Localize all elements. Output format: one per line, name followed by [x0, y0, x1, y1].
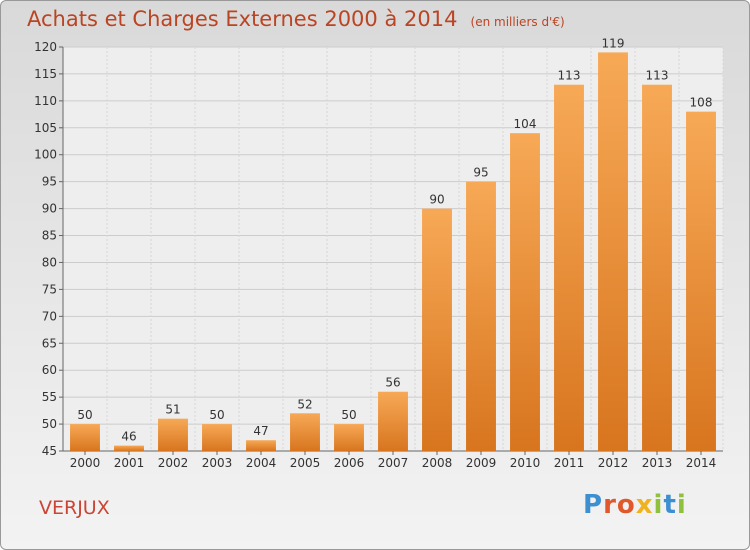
title-row: Achats et Charges Externes 2000 à 2014 (… — [27, 7, 565, 31]
y-tick-label: 80 — [42, 255, 57, 269]
x-tick-label-2002: 2002 — [158, 456, 189, 470]
logo-letter: P — [583, 490, 604, 520]
y-tick-label: 115 — [34, 67, 57, 81]
y-tick-label: 55 — [42, 390, 57, 404]
x-tick-label-2000: 2000 — [70, 456, 101, 470]
value-label-2008: 90 — [429, 193, 444, 207]
x-tick-label-2013: 2013 — [642, 456, 673, 470]
bar-2013 — [642, 84, 672, 451]
value-label-2005: 52 — [297, 397, 312, 411]
logo-letter: o — [616, 490, 636, 520]
y-tick-label: 120 — [34, 40, 57, 54]
value-label-2001: 46 — [121, 430, 136, 444]
bar-2009 — [466, 181, 496, 451]
x-tick-label-2010: 2010 — [510, 456, 541, 470]
logo-letter: i — [653, 490, 664, 520]
y-tick-label: 100 — [34, 148, 57, 162]
bar-2006 — [334, 424, 364, 451]
y-tick-label: 60 — [42, 363, 57, 377]
x-tick-label-2012: 2012 — [598, 456, 629, 470]
value-label-2006: 50 — [341, 408, 356, 422]
logo-letter: t — [663, 490, 677, 520]
y-tick-label: 110 — [34, 94, 57, 108]
value-label-2004: 47 — [253, 424, 268, 438]
x-tick-label-2006: 2006 — [334, 456, 365, 470]
y-tick-label: 75 — [42, 282, 57, 296]
logo-letter: i — [676, 490, 687, 520]
value-label-2000: 50 — [77, 408, 92, 422]
x-tick-label-2004: 2004 — [246, 456, 277, 470]
bar-2005 — [290, 413, 320, 451]
chart-subtitle: (en milliers d'€) — [470, 15, 565, 29]
y-tick-label: 95 — [42, 175, 57, 189]
x-tick-label-2011: 2011 — [554, 456, 585, 470]
bar-2001 — [114, 445, 144, 451]
y-tick-label: 105 — [34, 121, 57, 135]
x-tick-label-2003: 2003 — [202, 456, 233, 470]
x-tick-label-2014: 2014 — [686, 456, 717, 470]
bars — [70, 52, 716, 452]
value-label-2014: 108 — [690, 96, 713, 110]
bar-2010 — [510, 133, 540, 452]
bar-2008 — [422, 208, 452, 451]
axes: 45 50 55 60 65 70 75 80 85 90 95 100 105 110 115 120 200… — [34, 40, 723, 470]
x-tick-label-2001: 2001 — [114, 456, 145, 470]
logo-letter: x — [635, 490, 654, 520]
proxiti-logo: Proxiti — [583, 490, 687, 520]
bar-2002 — [158, 418, 188, 451]
logo-letter: r — [603, 490, 617, 520]
value-label-2007: 56 — [385, 376, 400, 390]
x-tick-label-2009: 2009 — [466, 456, 497, 470]
chart-title: Achats et Charges Externes 2000 à 2014 — [27, 7, 458, 31]
value-label-2011: 113 — [558, 69, 581, 83]
bar-2000 — [70, 424, 100, 451]
place-name: VERJUX — [39, 497, 110, 519]
value-label-2013: 113 — [646, 69, 669, 83]
value-label-2009: 95 — [473, 166, 488, 180]
bar-2004 — [246, 440, 276, 451]
value-label-2003: 50 — [209, 408, 224, 422]
bar-2003 — [202, 424, 232, 451]
value-label-2010: 104 — [514, 117, 537, 131]
y-tick-label: 65 — [42, 336, 57, 350]
x-tick-label-2008: 2008 — [422, 456, 453, 470]
x-tick-label-2007: 2007 — [378, 456, 409, 470]
y-tick-label: 85 — [42, 229, 57, 243]
y-tick-label: 70 — [42, 309, 57, 323]
x-tick-label-2005: 2005 — [290, 456, 321, 470]
y-tick-label: 50 — [42, 417, 57, 431]
bar-2011 — [554, 84, 584, 451]
value-label-2002: 51 — [165, 403, 180, 417]
data-labels: 50 46 51 50 47 52 50 56 90 95 104 113 119 113 108 — [77, 36, 712, 443]
y-tick-label: 45 — [42, 444, 57, 458]
bar-2007 — [378, 391, 408, 451]
value-label-2012: 119 — [602, 36, 625, 50]
bar-2014 — [686, 111, 716, 451]
bar-2012 — [598, 52, 628, 452]
y-tick-label: 90 — [42, 202, 57, 216]
